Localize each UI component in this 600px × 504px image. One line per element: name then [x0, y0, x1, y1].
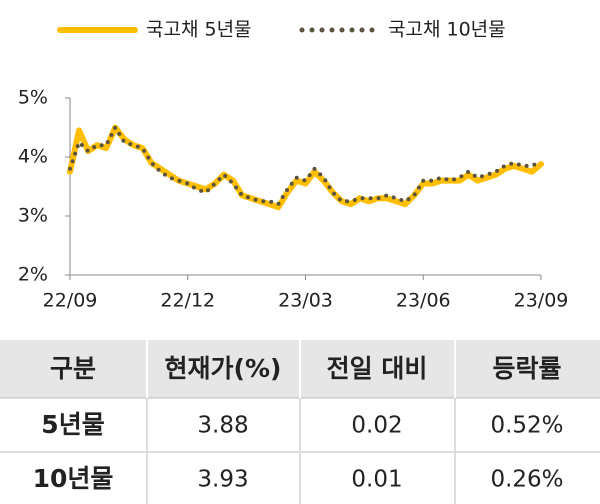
series-line [67, 124, 544, 211]
y-tick-label: 2% [18, 264, 48, 286]
table-cell: 5년물 [41, 410, 104, 439]
y-tick-label: 5% [18, 87, 48, 109]
table-cell: 0.26% [490, 467, 563, 493]
x-tick-label: 23/06 [396, 290, 451, 312]
table-cell: 0.02 [351, 413, 402, 439]
table-header-cell: 등락률 [492, 354, 561, 383]
x-tick-label: 23/09 [514, 290, 569, 312]
table-cell: 0.01 [351, 467, 402, 493]
y-tick-label: 4% [18, 146, 48, 168]
table-header-cell: 현재가(%) [165, 354, 282, 383]
series-line [68, 125, 543, 207]
table-cell: 3.93 [197, 467, 248, 493]
legend-label: 국고채 10년물 [388, 19, 506, 41]
table-header-cell: 구분 [50, 354, 96, 383]
table-cell: 0.52% [490, 413, 563, 439]
table-header-cell: 전일 대비 [327, 354, 428, 383]
legend-label: 국고채 5년물 [146, 19, 252, 41]
table-cell: 10년물 [33, 464, 114, 493]
x-tick-label: 22/12 [160, 290, 215, 312]
x-tick-label: 23/03 [278, 290, 333, 312]
x-tick-label: 22/09 [43, 290, 98, 312]
y-tick-label: 3% [18, 205, 48, 227]
table-cell: 3.88 [197, 413, 248, 439]
